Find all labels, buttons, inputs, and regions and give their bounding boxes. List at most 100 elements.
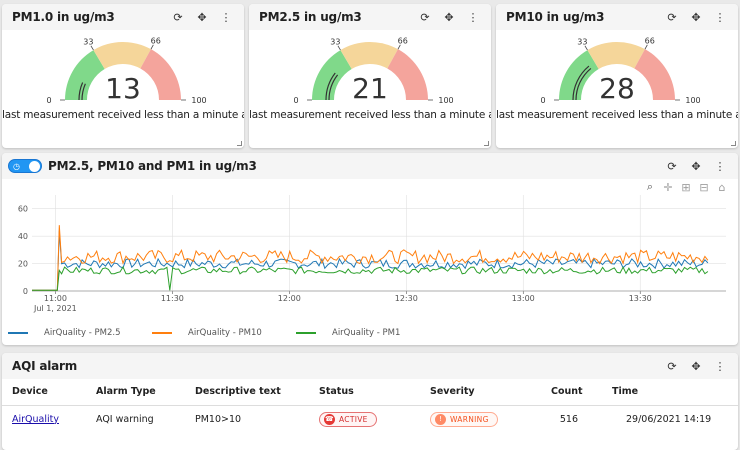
column-header-device[interactable]: Device: [2, 379, 86, 406]
gauge-band: [140, 49, 181, 100]
gauge-caption: last measurement received less than a mi…: [496, 109, 738, 121]
gauge-tick-label: 66: [645, 36, 655, 45]
realtime-toggle[interactable]: ◷: [8, 159, 42, 173]
more-vert-icon[interactable]: ⋮: [714, 359, 726, 373]
card-title: PM10 in ug/m3: [506, 10, 605, 24]
gauge-value-arc: [78, 82, 84, 101]
gauge-tick: [90, 45, 94, 51]
x-tick-label: 13:00: [512, 294, 535, 303]
refresh-icon[interactable]: ⟳: [667, 159, 677, 173]
toggle-knob: [29, 161, 40, 172]
gauge-tick: [584, 45, 588, 51]
gauge-value-arc: [81, 83, 86, 101]
more-vert-icon[interactable]: ⋮: [220, 10, 232, 24]
more-vert-icon[interactable]: ⋮: [714, 159, 726, 173]
zoom-icon[interactable]: ⌕: [646, 180, 654, 193]
gauge-tick-label: 0: [540, 96, 545, 105]
gauge-card-pm25: PM2.5 in ug/m3 ⟳ ✥ ⋮ 0 33 66 100 21 last mea…: [249, 4, 491, 148]
gauge-band: [312, 50, 352, 100]
gauge-value: 13: [105, 72, 141, 105]
gauge-caption: last measurement received less than a mi…: [2, 109, 244, 121]
y-tick-label: 40: [18, 232, 28, 241]
x-date-label: Jul 1, 2021: [33, 304, 77, 313]
card-header: PM10 in ug/m3 ⟳ ✥ ⋮: [496, 4, 738, 30]
resize-handle[interactable]: [731, 141, 736, 146]
card-title: AQI alarm: [12, 359, 78, 373]
column-header-time[interactable]: Time: [602, 379, 738, 406]
table-row[interactable]: AirQuality AQI warning PM10>10 ☎ ACTIVE …: [2, 405, 738, 433]
move-icon[interactable]: ✥: [691, 359, 701, 373]
card-header: ◷ PM2.5, PM10 and PM1 in ug/m3 ⟳ ✥ ⋮: [2, 153, 738, 179]
legend-label: AirQuality - PM10: [188, 328, 262, 338]
more-vert-icon[interactable]: ⋮: [714, 10, 726, 24]
column-header-status[interactable]: Status: [309, 379, 420, 406]
timeseries-card: ◷ PM2.5, PM10 and PM1 in ug/m3 ⟳ ✥ ⋮ ⌕ ✛…: [2, 153, 738, 345]
home-icon[interactable]: ⌂: [718, 180, 726, 194]
gauge-tick-label: 100: [438, 96, 453, 105]
column-header-alarm-type[interactable]: Alarm Type: [86, 379, 185, 406]
alarm-bell-icon: ☎: [324, 413, 335, 425]
move-icon[interactable]: ✥: [691, 10, 701, 24]
gauge: 0 33 66 100 13: [46, 36, 206, 105]
x-tick-label: 12:30: [395, 294, 418, 303]
gauge-band: [559, 50, 599, 100]
status-badge: ☎ ACTIVE: [319, 411, 377, 427]
gauge-tick: [644, 44, 648, 50]
move-icon[interactable]: ✥: [197, 10, 207, 24]
legend-item-pm1[interactable]: AirQuality - PM1: [296, 325, 440, 341]
chart-legend: AirQuality - PM2.5 AirQuality - PM10 Air…: [2, 325, 738, 341]
clock-icon: ◷: [13, 161, 20, 171]
severity-badge: ! WARNING: [430, 411, 498, 427]
gauge-tick: [397, 44, 401, 50]
zoom-out-icon[interactable]: ⊟: [699, 180, 709, 194]
gauge-value: 21: [352, 72, 388, 105]
gauge-tick-label: 33: [577, 37, 587, 46]
gauge-band: [93, 42, 151, 70]
alarm-table: Device Alarm Type Descriptive text Statu…: [2, 379, 738, 433]
legend-label: AirQuality - PM1: [332, 328, 401, 338]
resize-handle[interactable]: [237, 141, 242, 146]
more-vert-icon[interactable]: ⋮: [467, 10, 479, 24]
gauge-value-arc: [328, 74, 339, 101]
card-header: PM1.0 in ug/m3 ⟳ ✥ ⋮: [2, 4, 244, 30]
device-link[interactable]: AirQuality: [12, 413, 59, 425]
gauge-value-arc: [325, 72, 336, 101]
status-label: ACTIVE: [339, 414, 368, 424]
legend-swatch: [8, 332, 28, 334]
pan-icon[interactable]: ✛: [663, 180, 673, 194]
gauge: 0 33 66 100 21: [293, 36, 453, 105]
gauge-tick-label: 66: [151, 36, 161, 45]
gauge-tick-label: 0: [293, 96, 298, 105]
move-icon[interactable]: ✥: [691, 159, 701, 173]
time-cell: 29/06/2021 14:19: [626, 413, 712, 425]
resize-handle[interactable]: [484, 141, 489, 146]
status-cell: ☎ ACTIVE: [309, 405, 420, 433]
y-tick-label: 0: [23, 287, 28, 296]
card-header: PM2.5 in ug/m3 ⟳ ✥ ⋮: [249, 4, 491, 30]
series-line-pm1: [32, 265, 709, 291]
x-tick-label: 11:30: [161, 294, 184, 303]
legend-item-pm10[interactable]: AirQuality - PM10: [152, 325, 296, 341]
refresh-icon[interactable]: ⟳: [667, 359, 677, 373]
descriptive-text-cell: PM10>10: [195, 413, 242, 425]
gauge-band: [387, 49, 428, 100]
zoom-in-icon[interactable]: ⊞: [681, 180, 691, 194]
legend-label: AirQuality - PM2.5: [44, 328, 121, 338]
gauge-tick: [337, 45, 341, 51]
gauge-tick-label: 100: [191, 96, 206, 105]
y-tick-label: 60: [18, 205, 28, 214]
refresh-icon[interactable]: ⟳: [173, 10, 183, 24]
table-header-row: Device Alarm Type Descriptive text Statu…: [2, 379, 738, 406]
move-icon[interactable]: ✥: [444, 10, 454, 24]
count-cell: 516: [559, 413, 578, 425]
legend-swatch: [296, 332, 316, 334]
refresh-icon[interactable]: ⟳: [667, 10, 677, 24]
series-line-pm10: [32, 225, 709, 291]
column-header-severity[interactable]: Severity: [420, 379, 541, 406]
line-chart[interactable]: 0 20 40 60 11:00 11:30 12:00 12:30 13:00 13:30 Jul…: [2, 193, 738, 328]
column-header-count[interactable]: Count: [541, 379, 602, 406]
legend-item-pm25[interactable]: AirQuality - PM2.5: [8, 325, 152, 341]
column-header-descriptive-text[interactable]: Descriptive text: [185, 379, 309, 406]
gauge: 0 33 66 100 28: [540, 36, 700, 105]
refresh-icon[interactable]: ⟳: [420, 10, 430, 24]
